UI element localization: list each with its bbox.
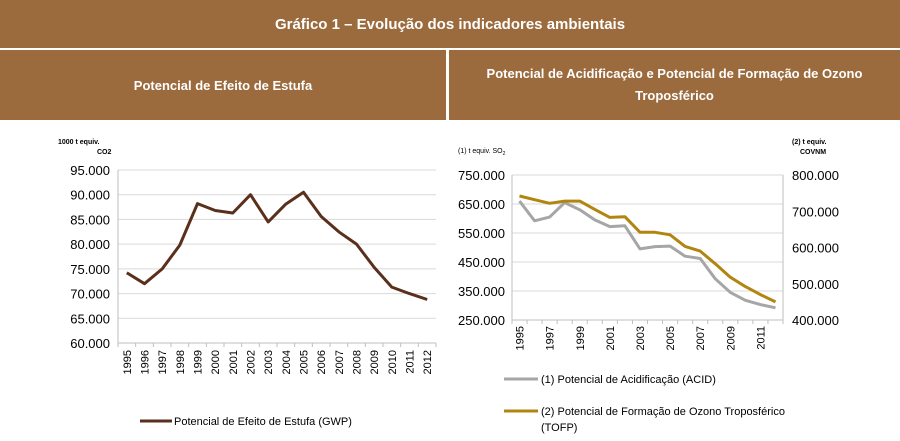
subtitle-row: Potencial de Efeito de Estufa Potencial … <box>0 50 900 120</box>
subtitle-divider <box>446 50 449 120</box>
acid-xtick-label: 2005 <box>665 326 677 350</box>
right-ytick-label: 800.000 <box>792 168 839 183</box>
gwp-xtick-label: 2002 <box>246 350 258 374</box>
left-ytick-label: 650.000 <box>458 197 505 212</box>
gwp-xtick-label: 2003 <box>263 350 275 374</box>
acid-xtick-label: 2007 <box>695 326 707 350</box>
gwp-xtick-label: 2001 <box>228 350 240 374</box>
acid-xtick-label: 1995 <box>515 326 527 350</box>
acid-tofp-chart: (1) t equiv. SO2 (2) t equiv. COVNM 250.… <box>458 139 839 434</box>
gwp-xtick-label: 2000 <box>210 350 222 374</box>
chart-figure-title: Gráfico 1 – Evolução dos indicadores amb… <box>0 0 900 48</box>
gwp-xtick-label: 1997 <box>157 350 169 374</box>
right-axis-unit-label-1: (2) t equiv. <box>792 139 827 146</box>
acid-legend-label: (1) Potencial de Acidificação (ACID) <box>541 374 716 386</box>
right-chart-subtitle: Potencial de Acidificação e Potencial de… <box>486 66 863 103</box>
right-ytick-label: 400.000 <box>792 313 839 328</box>
acid-xtick-label: 2001 <box>605 326 617 350</box>
acid-xtick-label: 1999 <box>575 326 587 350</box>
gwp-ytick-label: 95.000 <box>70 163 110 178</box>
gwp-legend-label: Potencial de Efeito de Estufa (GWP) <box>174 416 352 428</box>
acid-xtick-label: 2011 <box>755 326 767 350</box>
gwp-ytick-label: 80.000 <box>70 237 110 252</box>
gwp-xtick-label: 1998 <box>175 350 187 374</box>
right-ytick-label: 600.000 <box>792 241 839 256</box>
right-ytick-label: 500.000 <box>792 277 839 292</box>
left-ytick-label: 250.000 <box>458 313 505 328</box>
gwp-ytick-label: 60.000 <box>70 336 110 351</box>
acid-xtick-label: 2009 <box>725 326 737 350</box>
tofp-series-line <box>519 194 777 304</box>
gwp-xtick-label: 2011 <box>405 350 417 374</box>
gwp-xtick-label: 1996 <box>140 350 152 374</box>
left-axis-unit-label: (1) t equiv. SO2 <box>458 148 506 157</box>
gwp-unit-label-2: CO2 <box>97 149 112 156</box>
gwp-xtick-label: 2010 <box>387 350 399 374</box>
gwp-ytick-label: 70.000 <box>70 287 110 302</box>
gwp-xtick-label: 2009 <box>369 350 381 374</box>
left-ytick-label: 450.000 <box>458 255 505 270</box>
gwp-ytick-label: 65.000 <box>70 311 110 326</box>
gwp-xtick-label: 2007 <box>334 350 346 374</box>
gwp-ytick-label: 90.000 <box>70 188 110 203</box>
gwp-xtick-label: 2012 <box>422 350 434 374</box>
left-ytick-label: 550.000 <box>458 226 505 241</box>
acid-xtick-label: 1997 <box>545 326 557 350</box>
gwp-xtick-label: 1999 <box>193 350 205 374</box>
left-ytick-label: 350.000 <box>458 284 505 299</box>
gwp-ytick-label: 75.000 <box>70 262 110 277</box>
gwp-xtick-label: 2005 <box>299 350 311 374</box>
right-ytick-label: 700.000 <box>792 204 839 219</box>
gwp-unit-label-1: 1000 t equiv. <box>58 139 100 146</box>
gwp-xtick-label: 1995 <box>122 350 134 374</box>
left-ytick-label: 750.000 <box>458 168 505 183</box>
gwp-xtick-label: 2004 <box>281 350 293 374</box>
tofp-legend-label-line2: (TOFP) <box>541 422 577 434</box>
acid-xtick-label: 2003 <box>635 326 647 350</box>
gwp-ytick-label: 85.000 <box>70 212 110 227</box>
gwp-xtick-label: 2006 <box>316 350 328 374</box>
tofp-legend-label-line1: (2) Potencial de Formação de Ozono Tropo… <box>541 406 785 418</box>
gwp-chart: 1000 t equiv. CO2 60.000 65.000 70.000 75.0… <box>58 139 437 428</box>
acid-series-line <box>518 200 776 310</box>
gwp-xtick-label: 2008 <box>352 350 364 374</box>
right-axis-unit-label-2: COVNM <box>800 149 826 156</box>
left-chart-subtitle: Potencial de Efeito de Estufa <box>133 77 313 93</box>
gwp-series-line <box>126 190 428 301</box>
